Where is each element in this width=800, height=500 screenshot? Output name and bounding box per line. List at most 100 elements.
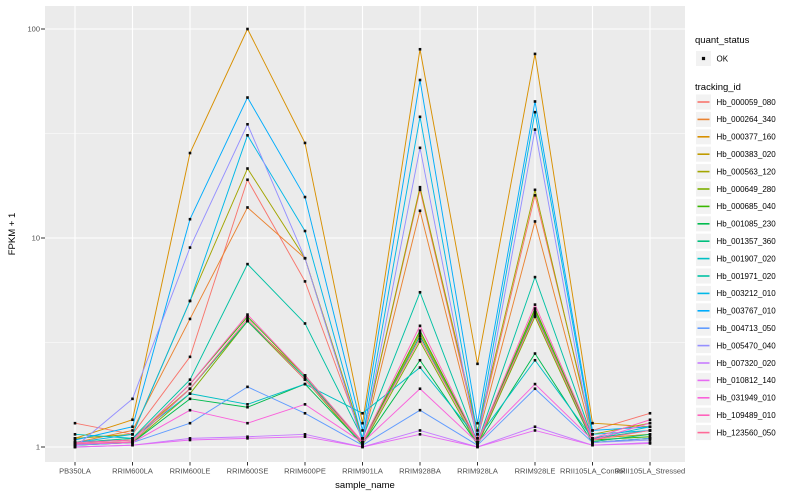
data-point — [73, 437, 77, 440]
legend-item-label: Hb_003212_010 — [717, 289, 777, 298]
data-point — [591, 421, 594, 425]
legend-item-label: Hb_010812_140 — [717, 376, 777, 385]
y-tick-label: 100 — [27, 25, 40, 34]
data-point — [188, 355, 192, 359]
data-point — [533, 387, 537, 391]
legend-item-label: Hb_005470_040 — [717, 341, 777, 350]
data-point — [418, 290, 422, 294]
axis-ticks — [41, 28, 651, 466]
legend-tracking-id-title: tracking_id — [695, 82, 741, 93]
data-point — [361, 429, 364, 432]
data-point — [246, 319, 249, 323]
data-point — [303, 322, 307, 325]
data-point — [303, 376, 307, 379]
data-point — [591, 438, 594, 442]
data-point — [591, 443, 594, 447]
data-point — [476, 443, 479, 447]
legend-item-label: Hb_004713_050 — [717, 324, 777, 333]
data-point — [188, 151, 192, 155]
x-tick-label: RRIM600LE — [170, 467, 211, 476]
data-point — [533, 425, 537, 429]
legend: quant_status OK tracking_id Hb_000059_08… — [695, 35, 777, 441]
y-axis-title: FPKM + 1 — [7, 213, 18, 256]
data-point — [73, 438, 77, 442]
data-point — [188, 408, 192, 412]
data-point — [303, 256, 307, 260]
data-point — [131, 437, 134, 440]
data-point — [188, 397, 192, 401]
data-point — [418, 188, 422, 192]
data-point — [246, 405, 249, 409]
data-point — [246, 317, 249, 321]
data-point — [418, 337, 422, 340]
data-point — [303, 433, 307, 436]
data-point — [476, 421, 479, 425]
data-point — [188, 217, 192, 221]
data-point — [246, 206, 249, 209]
data-point — [303, 378, 307, 381]
x-tick-label: RRIM928LE — [515, 467, 556, 476]
data-point — [246, 27, 249, 31]
data-point — [533, 303, 537, 306]
data-point — [533, 194, 537, 197]
x-tick-label: RRIM600SE — [227, 467, 269, 476]
data-point — [533, 309, 537, 312]
data-point — [246, 437, 249, 440]
data-point — [246, 313, 249, 316]
data-point — [246, 385, 249, 389]
data-point — [188, 392, 192, 395]
data-point — [131, 433, 134, 436]
data-point — [246, 315, 249, 319]
data-point — [476, 433, 479, 436]
data-point — [361, 437, 364, 440]
data-point — [246, 122, 249, 126]
data-point — [648, 425, 652, 429]
data-point — [533, 307, 537, 310]
legend-item-label: Hb_000377_160 — [717, 133, 777, 142]
data-point — [591, 433, 594, 436]
data-point — [533, 429, 537, 432]
data-point — [418, 433, 422, 436]
x-tick-label: RRIM600PE — [284, 467, 326, 476]
data-point — [533, 100, 537, 103]
data-point — [418, 358, 422, 362]
x-tick-label: RRIM901LA — [342, 467, 383, 476]
data-point — [131, 425, 134, 429]
x-tick-label: RRII105LA_Stressed — [615, 467, 685, 476]
data-point — [418, 340, 422, 343]
data-point — [476, 441, 479, 444]
data-point — [418, 408, 422, 412]
data-point — [591, 437, 594, 440]
data-point — [188, 382, 192, 386]
data-point — [418, 387, 422, 391]
point-icon — [701, 56, 706, 61]
data-point — [418, 324, 422, 328]
x-tick-label: PB350LA — [59, 467, 91, 476]
data-point — [418, 185, 422, 189]
data-point — [648, 437, 652, 440]
legend-tracking-id-items: Hb_000059_080 Hb_000264_340 Hb_000377_160 H… — [696, 94, 777, 441]
data-point — [648, 411, 652, 415]
legend-item-label: Hb_001085_230 — [717, 220, 777, 229]
y-tick-label: 1 — [36, 443, 40, 452]
data-point — [418, 429, 422, 432]
data-point — [361, 445, 364, 449]
data-point — [303, 229, 307, 233]
data-point — [73, 421, 77, 425]
panel-background — [45, 6, 685, 462]
legend-item-label: Hb_000264_340 — [717, 115, 777, 124]
data-point — [246, 403, 249, 406]
legend-item-label: Hb_000059_080 — [717, 98, 777, 107]
data-point — [648, 438, 652, 442]
data-point — [303, 411, 307, 415]
data-point — [533, 313, 537, 316]
data-point — [533, 358, 537, 362]
data-point — [648, 435, 652, 439]
data-point — [131, 397, 134, 401]
data-point — [188, 438, 192, 442]
data-point — [303, 382, 307, 386]
data-point — [476, 437, 479, 440]
data-point — [533, 352, 537, 355]
data-point — [648, 442, 652, 445]
